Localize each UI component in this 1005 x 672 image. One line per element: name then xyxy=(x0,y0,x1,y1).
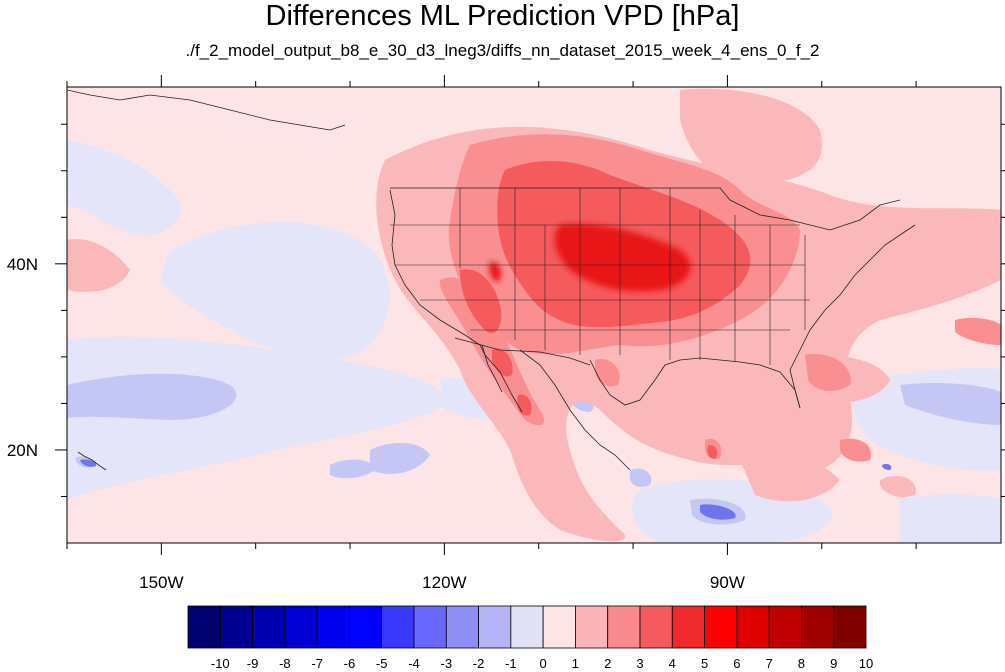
positive-max-regions xyxy=(489,224,691,292)
x-tick-label: 90W xyxy=(710,573,745,592)
colorbar-box xyxy=(542,605,576,649)
us-mexico-border xyxy=(454,337,591,366)
colorbar-labels: -10 -9 -8 -7 -6 -5 -4 -3 -2 -1 0 1 2 3 4 5 6 7 8 9 10 xyxy=(211,656,873,671)
colorbar-label: -2 xyxy=(473,656,485,671)
colorbar-label: 10 xyxy=(859,656,873,671)
state-borders-vertical xyxy=(459,188,806,365)
hawaii-islands xyxy=(77,451,107,471)
colorbar-label: 3 xyxy=(636,656,643,671)
x-tick-label: 120W xyxy=(422,573,466,592)
colorbar-box xyxy=(639,605,673,649)
colorbar-box xyxy=(607,605,641,649)
colorbar-label: -1 xyxy=(505,656,517,671)
map-frame xyxy=(66,86,1002,544)
colorbar-label: -6 xyxy=(344,656,356,671)
colorbar-box xyxy=(349,605,383,649)
baja-coastline xyxy=(481,344,503,393)
axis-ticks: 150W 120W 90W 40N 20N xyxy=(7,75,1005,592)
colorbar-box xyxy=(704,605,738,649)
colorbar-label: 1 xyxy=(572,656,579,671)
boundaries xyxy=(67,89,916,471)
us-canada-border xyxy=(390,187,901,231)
alaska-coastline xyxy=(67,89,346,131)
y-tick-label: 40N xyxy=(7,255,38,274)
colorbar-box xyxy=(413,605,447,649)
colorbar-box xyxy=(833,605,867,649)
colorbar-label: -10 xyxy=(211,656,230,671)
colorbar-boxes xyxy=(187,605,867,649)
negative-mid-regions xyxy=(67,373,1001,525)
negative-strong-regions xyxy=(80,459,892,520)
colorbar-box xyxy=(510,605,544,649)
colorbar-box xyxy=(736,605,770,649)
colorbar-label: -7 xyxy=(311,656,323,671)
colorbar-box xyxy=(671,605,705,649)
pacific-coastline xyxy=(389,189,523,413)
chart-subtitle: ./f_2_model_output_b8_e_30_d3_lneg3/diff… xyxy=(185,41,820,60)
colorbar-box xyxy=(801,605,835,649)
colorbar-label: 9 xyxy=(830,656,837,671)
colorbar-label: -8 xyxy=(279,656,291,671)
colorbar-label: -9 xyxy=(247,656,259,671)
mexico-west-coast xyxy=(519,349,631,471)
colorbar-label: 4 xyxy=(669,656,676,671)
colorbar-label: 2 xyxy=(604,656,611,671)
colorbar-box xyxy=(252,605,286,649)
colorbar-label: -5 xyxy=(376,656,388,671)
colorbar-box xyxy=(445,605,479,649)
colorbar-box xyxy=(187,605,221,649)
colorbar-label: 6 xyxy=(733,656,740,671)
y-tick-label: 20N xyxy=(7,441,38,460)
colorbar-label: -4 xyxy=(408,656,420,671)
colorbar-box xyxy=(768,605,802,649)
colorbar-box xyxy=(284,605,318,649)
colorbar-label: 8 xyxy=(798,656,805,671)
colorbar-label: -3 xyxy=(441,656,453,671)
colorbar-box xyxy=(575,605,609,649)
x-tick-label: 150W xyxy=(139,573,183,592)
colorbar-label: 5 xyxy=(701,656,708,671)
colorbar-label: 0 xyxy=(540,656,547,671)
atlantic-coastline xyxy=(789,224,916,409)
colorbar-box xyxy=(219,605,253,649)
colorbar-box xyxy=(316,605,350,649)
colorbar-box xyxy=(478,605,512,649)
state-borders-horizontal xyxy=(390,224,810,331)
colorbar-box xyxy=(381,605,415,649)
gulf-coastline xyxy=(589,357,801,409)
chart-title: Differences ML Prediction VPD [hPa] xyxy=(265,0,740,32)
colorbar-label: 7 xyxy=(766,656,773,671)
